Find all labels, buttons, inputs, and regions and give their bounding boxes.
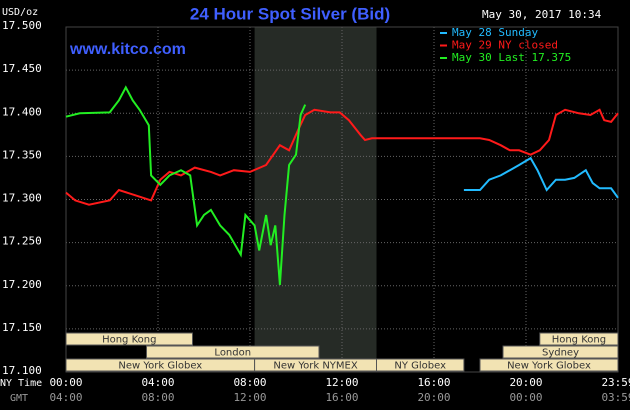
session-label: Hong Kong [102,335,156,346]
y-tick-label: 17.400 [2,105,42,118]
gmt-tick-label: 08:00 [141,391,174,404]
y-tick-label: 17.200 [2,278,42,291]
y-tick-label: 17.250 [2,235,42,248]
y-tick-label: 17.100 [2,364,42,377]
session-bar [376,358,465,372]
timestamp: May 30, 2017 10:34 [482,8,602,21]
gmt-row-label: GMT [10,393,28,404]
series-line [65,108,619,206]
y-tick-label: 17.450 [2,62,42,75]
session-label: New York Globex [118,361,202,372]
session-label: Hong Kong [552,335,606,346]
gmt-tick-label: 00:00 [509,391,542,404]
legend-label: May 28 Sunday [452,26,538,39]
chart-title: 24 Hour Spot Silver (Bid) [190,4,390,23]
x-row-label: NY Time [0,378,42,389]
y-tick-label: 17.150 [2,321,42,334]
x-tick-label: 12:00 [325,376,358,389]
plot: 17.100 17.150 17.200 17.250 17.300 17.350 17.4… [2,19,630,404]
session-label: New York Globex [507,361,591,372]
series-line [65,85,307,285]
x-tick-label: 23:59 [601,376,630,389]
x-tick-label: 04:00 [141,376,174,389]
gmt-tick-label: 12:00 [233,391,266,404]
x-tick-label: 16:00 [417,376,450,389]
session-bar [502,345,619,359]
site-label: www.kitco.com [69,41,186,58]
gmt-tick-label: 04:00 [49,391,82,404]
session-label: London [214,348,251,359]
plot-frame [65,26,619,373]
session-bar [539,332,619,346]
y-tick-label: 17.500 [2,19,42,32]
y-tick-label: 17.350 [2,148,42,161]
y-axis-label: USD/oz [2,7,38,18]
x-tick-label: 08:00 [233,376,266,389]
session-label: NY Globex [394,361,446,372]
x-tick-label: 00:00 [49,376,82,389]
series-line [463,156,619,199]
session-bar [479,358,619,372]
gmt-tick-label: 20:00 [417,391,450,404]
legend-label: May 29 NY closed [452,39,558,52]
x-tick-label: 20:00 [509,376,542,389]
session-bar [146,345,320,359]
gmt-tick-label: 16:00 [325,391,358,404]
session-label: Sydney [542,348,579,359]
legend-label: May 30 Last 17.375 [452,51,571,64]
session-bar [65,332,193,346]
gmt-tick-label: 03:59 [601,391,630,404]
plot-background [65,26,619,373]
y-tick-label: 17.300 [2,192,42,205]
session-label: New York NYMEX [273,361,358,372]
